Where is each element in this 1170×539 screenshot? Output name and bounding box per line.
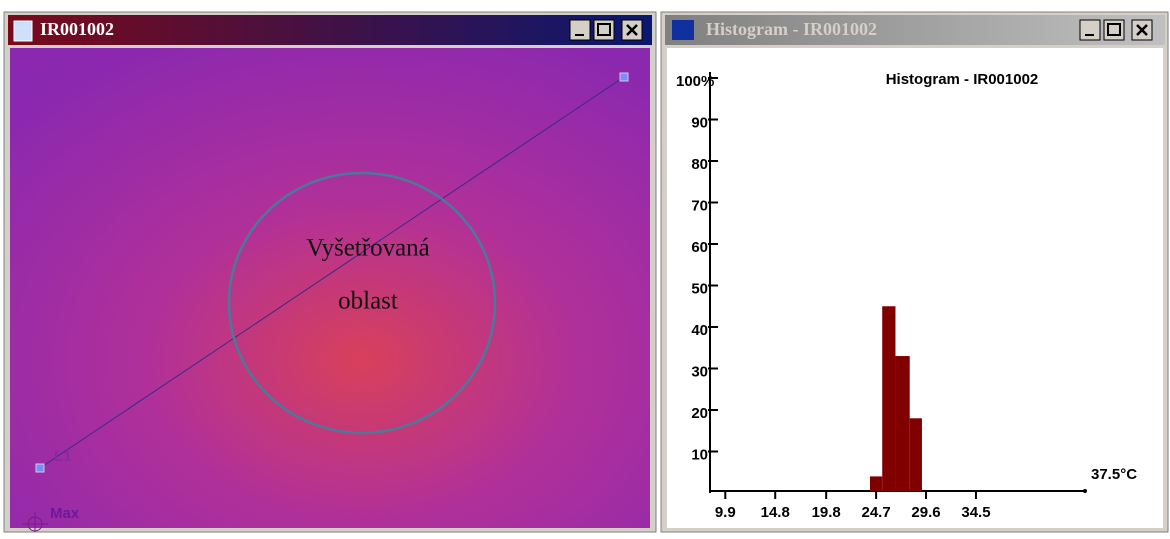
window-buttons[interactable] bbox=[1080, 20, 1152, 40]
window-icon bbox=[672, 20, 694, 40]
window-buttons[interactable] bbox=[570, 20, 642, 40]
y-tick-label: 90 bbox=[691, 114, 708, 131]
y-tick-label: 20 bbox=[691, 405, 708, 422]
y-tick-label: 10 bbox=[691, 446, 708, 463]
line-handle[interactable] bbox=[620, 73, 628, 81]
annotation: oblast bbox=[338, 288, 398, 315]
x-tick-label: 19.8 bbox=[812, 504, 841, 521]
annotation: Vyšetřovaná bbox=[306, 235, 430, 262]
window-icon bbox=[14, 21, 32, 41]
y-tick-label: 60 bbox=[691, 239, 708, 256]
thermal-image bbox=[10, 48, 650, 528]
y-tick-label: 50 bbox=[691, 280, 708, 297]
x-tick-label: 34.5 bbox=[961, 504, 990, 521]
window-title: Histogram - IR001002 bbox=[706, 19, 877, 39]
y-tick-label: 40 bbox=[691, 322, 708, 339]
marker-label: Max bbox=[50, 505, 80, 522]
bar bbox=[910, 418, 922, 491]
x-max-label: 37.5°C bbox=[1091, 466, 1137, 483]
bar bbox=[882, 306, 895, 491]
x-tick-label: 29.6 bbox=[911, 504, 940, 521]
screen: IR001002 L1 Max Vyšetřovaná oblast Histo… bbox=[0, 0, 1170, 534]
y-tick-label: 70 bbox=[691, 197, 708, 214]
line-handle[interactable] bbox=[36, 464, 44, 472]
y-tick-label: 30 bbox=[691, 363, 708, 380]
y-tick-label: 100% bbox=[676, 73, 714, 90]
x-tick-label: 14.8 bbox=[761, 504, 790, 521]
x-tick-label: 24.7 bbox=[861, 504, 890, 521]
bar bbox=[870, 476, 882, 491]
axis-end bbox=[1083, 489, 1087, 493]
window-title: IR001002 bbox=[40, 19, 114, 39]
bar bbox=[895, 356, 909, 491]
y-tick-label: 80 bbox=[691, 156, 708, 173]
line-label: L1 bbox=[54, 448, 72, 465]
x-tick-label: 9.9 bbox=[715, 504, 736, 521]
chart-title: Histogram - IR001002 bbox=[886, 71, 1039, 88]
page: IR001002 L1 Max Vyšetřovaná oblast Histo… bbox=[0, 0, 1170, 534]
